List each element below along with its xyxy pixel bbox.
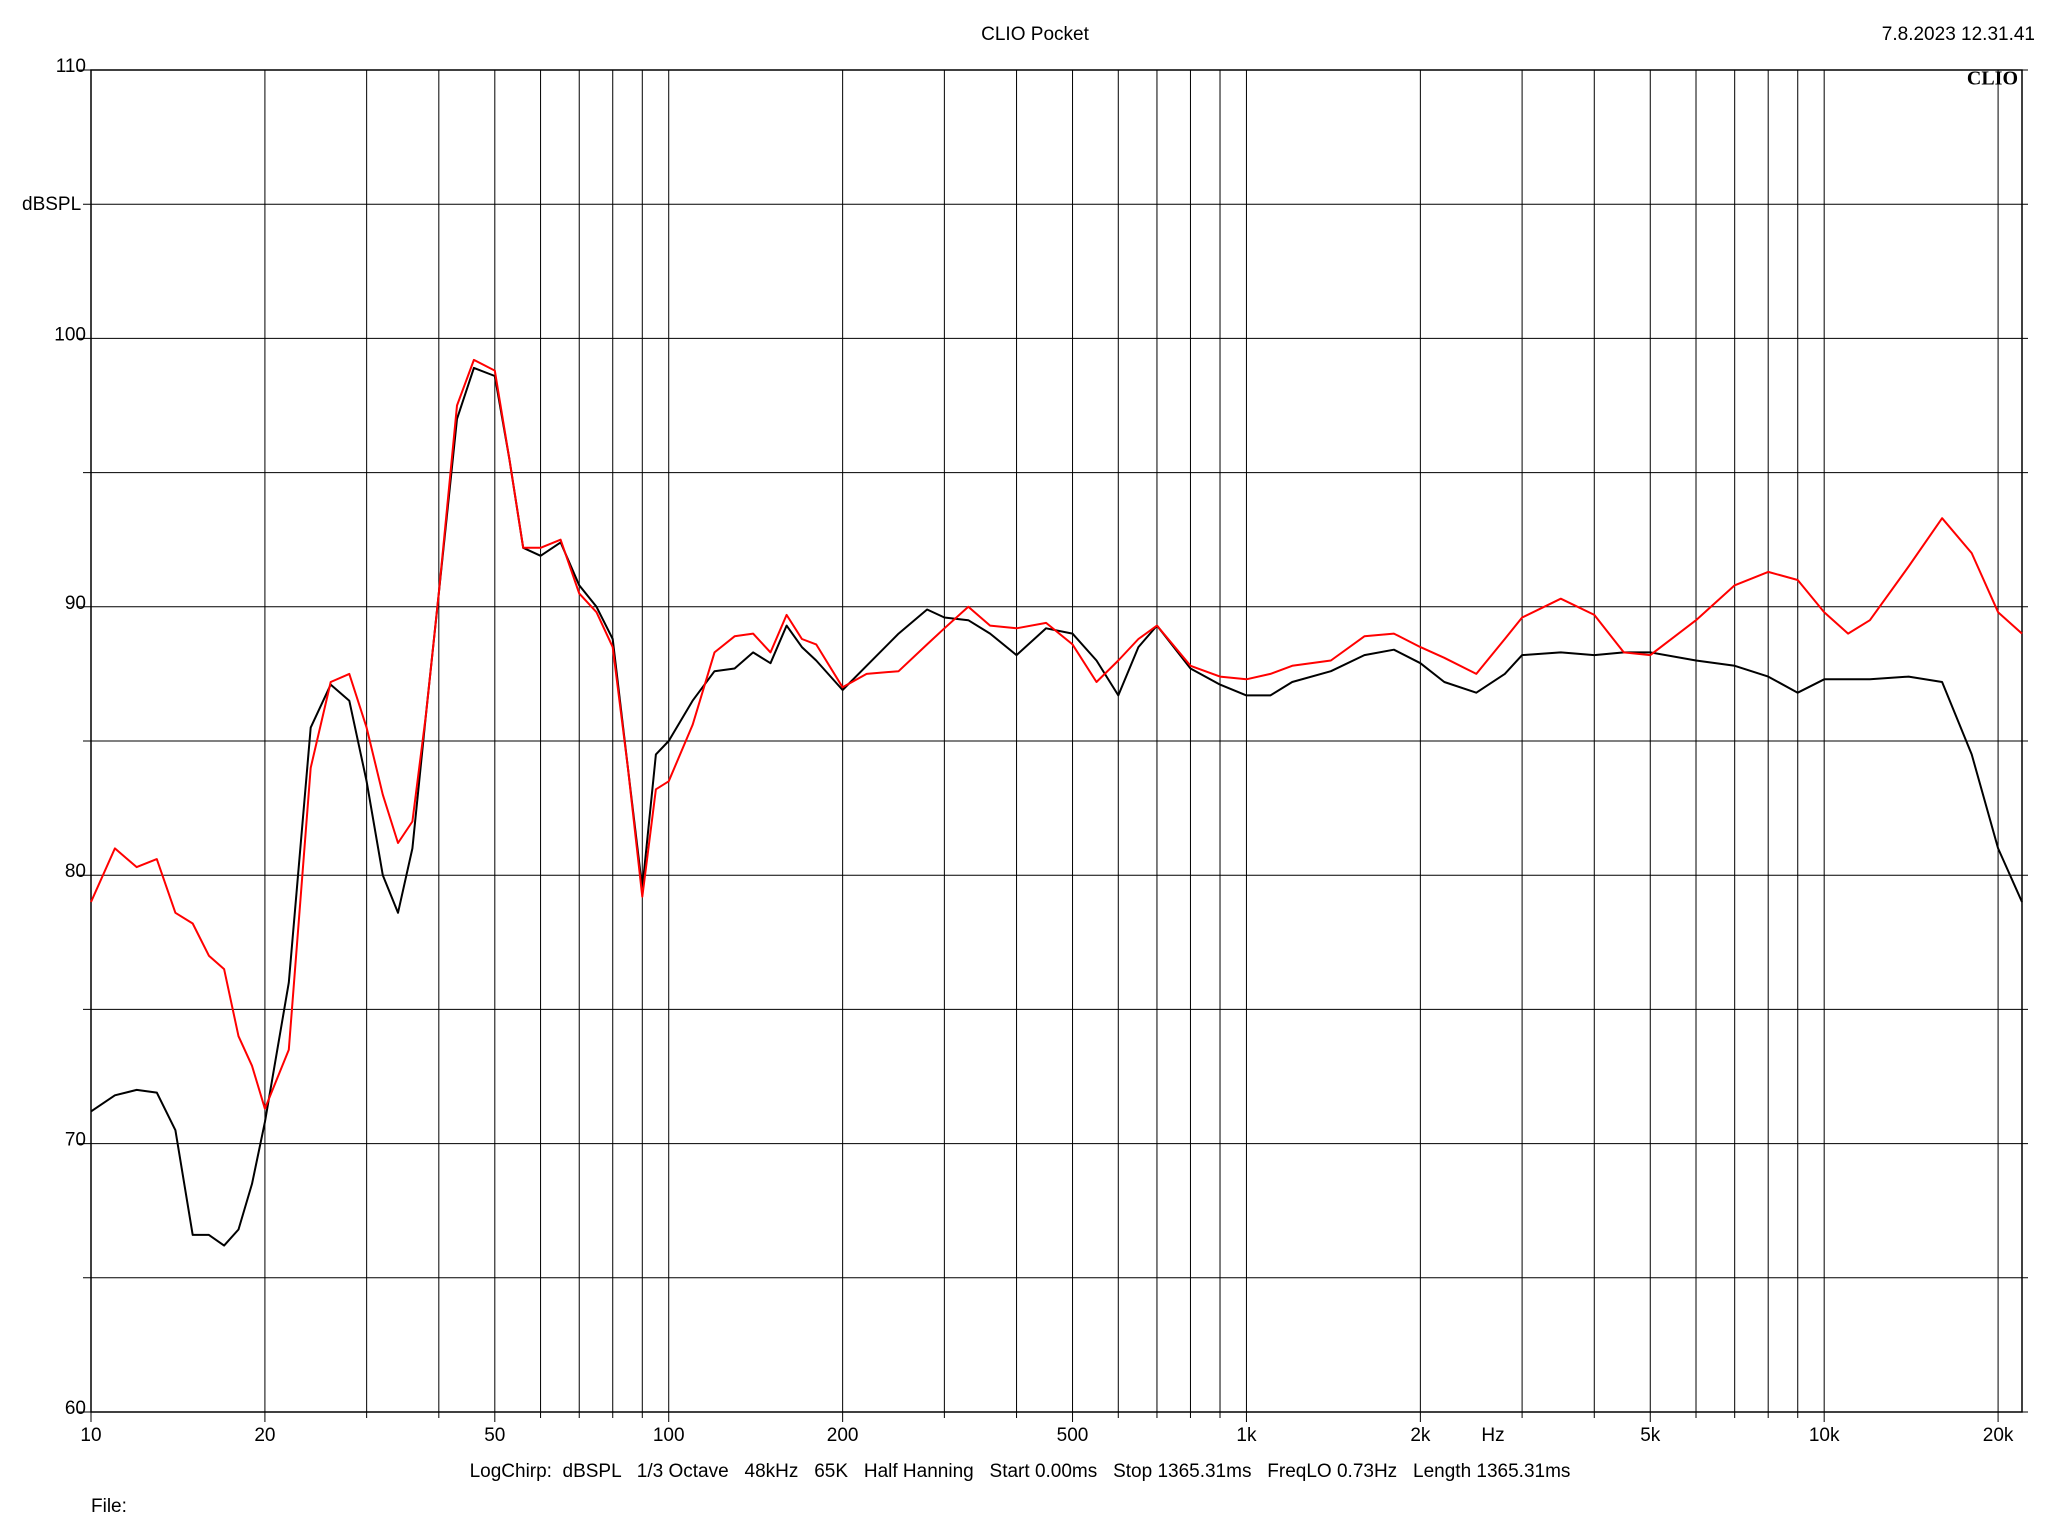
x-tick-label: 50 [484, 1425, 505, 1446]
file-label: File: [91, 1496, 127, 1517]
x-tick-label: 10k [1809, 1425, 1840, 1446]
y-tick-label: 80 [65, 861, 86, 882]
x-tick-label: 500 [1057, 1425, 1089, 1446]
series-line [90, 358, 2023, 1110]
y-tick-label: 70 [65, 1130, 86, 1151]
y-tick-label: 90 [65, 593, 86, 614]
x-tick-label: 2k [1410, 1425, 1431, 1446]
y-tick-label: 60 [65, 1398, 86, 1419]
x-tick-label: 10 [80, 1425, 101, 1446]
timestamp: 7.8.2023 12.31.41 [1882, 24, 2035, 45]
x-tick-label: 100 [653, 1425, 685, 1446]
x-tick-label: 20 [254, 1425, 275, 1446]
x-axis-label: Hz [1481, 1425, 1504, 1446]
series-line [90, 366, 2023, 1247]
x-tick-label: 1k [1236, 1425, 1257, 1446]
y-axis-label: dBSPL [22, 194, 81, 215]
chart-title: CLIO Pocket [981, 24, 1089, 45]
plot-frame [90, 69, 2023, 1413]
x-tick-label: 20k [1983, 1425, 2014, 1446]
x-tick-label: 5k [1640, 1425, 1661, 1446]
x-tick-label: 200 [827, 1425, 859, 1446]
y-tick-label: 100 [54, 324, 86, 345]
y-tick-label: 110 [56, 56, 86, 77]
logo: CLIO [1967, 68, 2018, 90]
info-line: LogChirp: dBSPL 1/3 Octave 48kHz 65K Hal… [470, 1461, 1571, 1482]
